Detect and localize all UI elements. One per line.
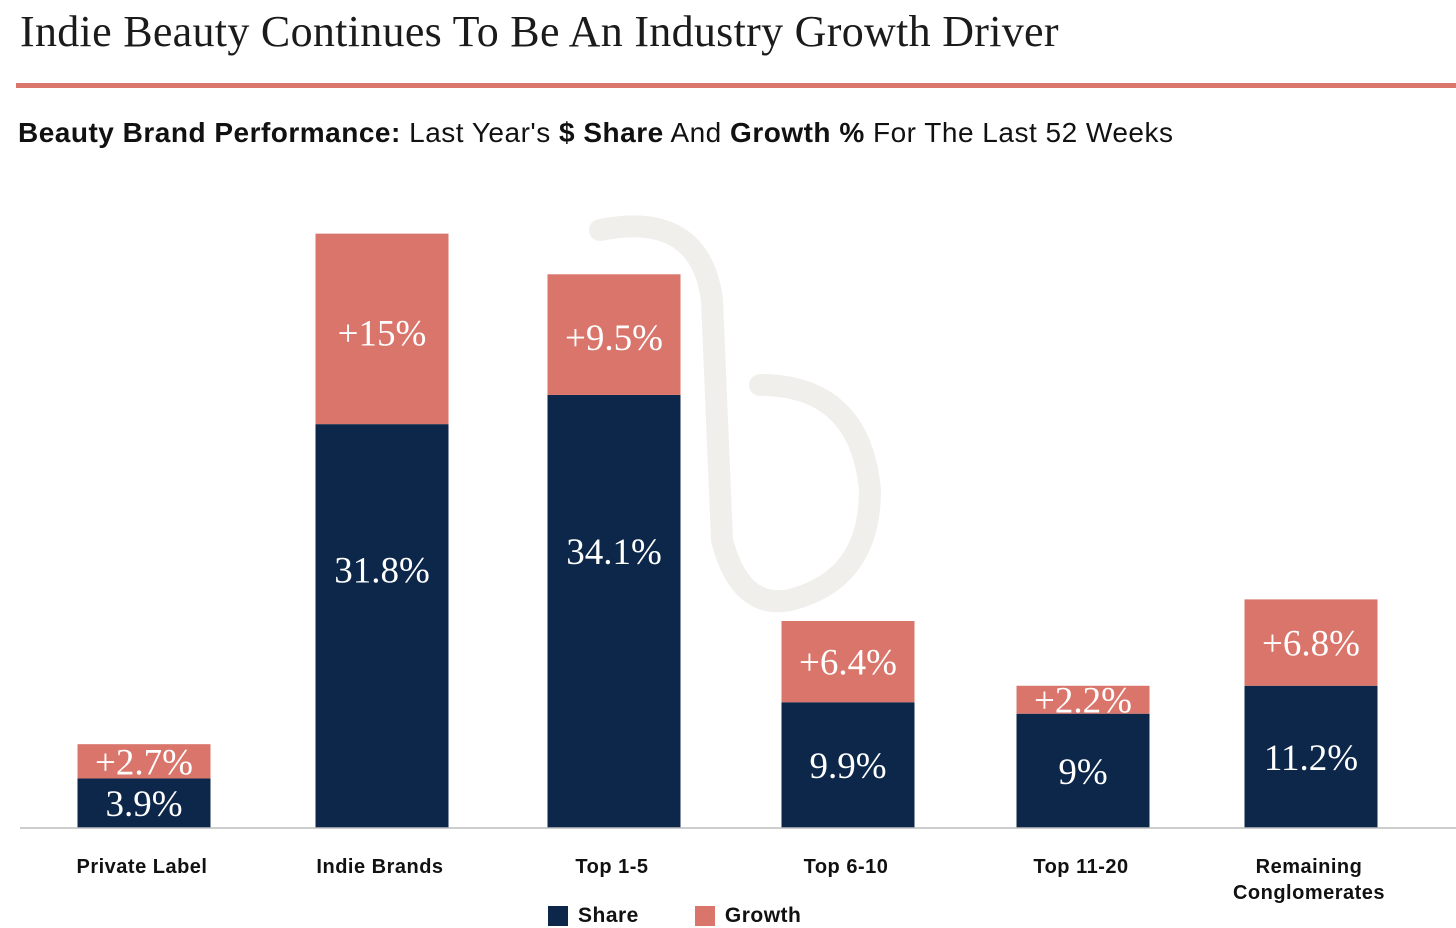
subtitle-bold-growth: Growth % [730, 117, 865, 148]
watermark-logo-icon [589, 215, 882, 613]
bar-growth-0 [77, 744, 211, 779]
data-label-share-5: 11.2% [1264, 738, 1358, 779]
subtitle-bold-share: $ Share [559, 117, 664, 148]
legend: Share Growth [548, 904, 801, 928]
data-label-growth-3: +6.4% [799, 643, 897, 684]
bar-growth-3 [781, 620, 915, 703]
data-label-share-3: 9.9% [809, 746, 886, 787]
legend-label-growth: Growth [724, 904, 802, 927]
data-label-growth-2: +9.5% [565, 318, 663, 359]
chart-subtitle: Beauty Brand Performance: Last Year's $ … [18, 117, 1174, 149]
data-label-growth-0: +2.7% [95, 742, 193, 783]
bar-share-4 [1016, 713, 1150, 828]
data-label-share-0: 3.9% [105, 784, 182, 825]
data-label-growth-1: +15% [338, 314, 427, 355]
subtitle-text-and: And [663, 117, 731, 148]
bar-growth-5 [1244, 599, 1378, 686]
bar-share-2 [547, 394, 681, 828]
bar-share-3 [781, 702, 915, 828]
category-label-2: Top 1-5 [575, 856, 648, 878]
bar-growth-2 [547, 274, 681, 395]
bar-share-5 [1244, 685, 1378, 828]
category-label-4: Top 11-20 [1033, 856, 1128, 878]
legend-swatch-growth [694, 906, 715, 926]
subtitle-text-part: Last Year's [400, 117, 560, 148]
chart-title: Indie Beauty Continues To Be An Industry… [20, 7, 1059, 56]
bar-share-1 [315, 424, 449, 828]
category-label-5-line-0: Remaining [1256, 856, 1363, 878]
category-label-3: Top 6-10 [804, 856, 889, 878]
legend-item-growth: Growth [694, 904, 802, 928]
data-label-share-4: 9% [1058, 752, 1107, 793]
bar-share-0 [77, 778, 211, 828]
title-divider [16, 83, 1456, 88]
data-label-share-2: 34.1% [566, 532, 662, 573]
category-label-1: Indie Brands [316, 856, 443, 878]
legend-swatch-share [548, 906, 568, 926]
data-label-growth-4: +2.2% [1034, 681, 1132, 722]
legend-item-share: Share [548, 904, 639, 928]
data-label-share-1: 31.8% [334, 551, 430, 592]
bar-growth-4 [1016, 685, 1150, 714]
subtitle-bold-part: Beauty Brand Performance: [18, 117, 401, 148]
legend-label-share: Share [578, 904, 639, 927]
data-label-growth-5: +6.8% [1262, 624, 1360, 665]
bar-growth-1 [315, 233, 449, 425]
category-label-0: Private Label [76, 856, 207, 878]
subtitle-text-tail: For The Last 52 Weeks [864, 117, 1174, 148]
category-label-5-line-1: Conglomerates [1233, 882, 1385, 904]
